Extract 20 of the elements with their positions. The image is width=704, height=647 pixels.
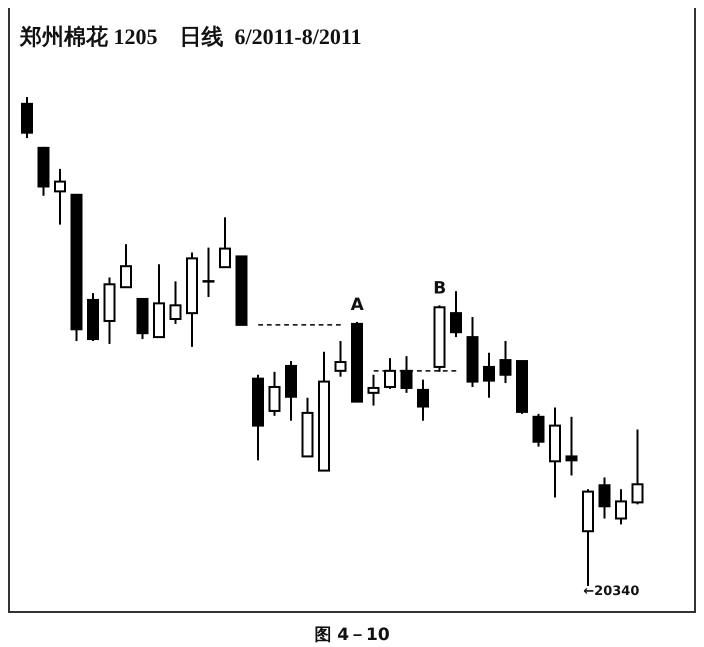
candlestick bbox=[632, 428, 644, 506]
candlestick bbox=[170, 280, 182, 325]
candlestick bbox=[268, 370, 280, 417]
candlestick bbox=[368, 374, 380, 407]
candlestick bbox=[54, 168, 66, 226]
candlestick bbox=[566, 416, 578, 476]
chart-title: 郑州棉花 1205 日线 6/2011-8/2011 bbox=[20, 24, 362, 50]
annotation: ←20340 bbox=[583, 584, 640, 599]
candlestick bbox=[615, 488, 627, 526]
candlestick bbox=[334, 340, 346, 378]
candlestick bbox=[219, 216, 231, 268]
annotation: A bbox=[350, 294, 365, 315]
candlestick bbox=[483, 352, 495, 399]
candlestick bbox=[120, 243, 132, 288]
annotation: B bbox=[433, 278, 446, 298]
caption: 图 4－10 bbox=[314, 625, 390, 645]
candlestick bbox=[450, 290, 462, 338]
candlestick bbox=[598, 476, 610, 520]
candlestick bbox=[500, 340, 512, 384]
candlestick bbox=[417, 378, 429, 422]
